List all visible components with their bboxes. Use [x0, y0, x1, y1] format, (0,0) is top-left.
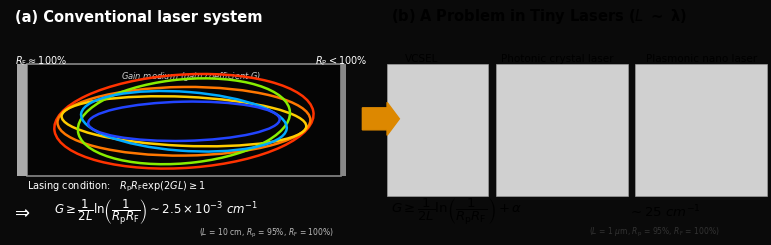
Text: VCSEL: VCSEL: [406, 54, 439, 64]
Text: (b) $\mathbf{A\ Problem\ in\ Tiny\ Lasers}$ $\mathbf{(}$$\mathit{L}$$\mathbf{\ \: (b) $\mathbf{A\ Problem\ in\ Tiny\ Laser…: [391, 7, 687, 26]
FancyArrow shape: [362, 102, 399, 135]
Text: Photonic crystal laser: Photonic crystal laser: [501, 54, 614, 64]
Text: ($L$ = 10 cm, $R_\mathrm{p}$ = 95%, $R_\mathrm{F}$ = 100%): ($L$ = 10 cm, $R_\mathrm{p}$ = 95%, $R_\…: [199, 227, 335, 240]
Bar: [17, 64, 27, 176]
Text: (a) Conventional laser system: (a) Conventional laser system: [15, 10, 263, 25]
Text: ($L$ = 1 $\mu$m, $R_\mathrm{p}$ = 95%, $R_\mathrm{F}$ = 100%): ($L$ = 1 $\mu$m, $R_\mathrm{p}$ = 95%, $…: [589, 226, 719, 239]
Text: Lasing condition:   $R_\mathrm{p}R_\mathrm{F}\exp(2GL)\geq 1$: Lasing condition: $R_\mathrm{p}R_\mathrm…: [27, 180, 206, 195]
Bar: [496, 64, 628, 196]
Text: Gain medium (gain coefficient $G$): Gain medium (gain coefficient $G$): [121, 70, 262, 83]
Text: $R_\mathrm{P} < 100\%$: $R_\mathrm{P} < 100\%$: [315, 54, 368, 68]
Text: $R_\mathrm{F} \approx 100\%$: $R_\mathrm{F} \approx 100\%$: [15, 54, 68, 68]
Bar: [27, 64, 341, 176]
Bar: [635, 64, 767, 196]
Text: $G \geq \dfrac{1}{2L}\ln\!\left(\dfrac{1}{R_\mathrm{p}R_\mathrm{F}}\right)+\alph: $G \geq \dfrac{1}{2L}\ln\!\left(\dfrac{1…: [391, 197, 523, 227]
Text: $\sim 25\ cm^{-1}$: $\sim 25\ cm^{-1}$: [628, 204, 701, 220]
Text: $\Rightarrow$: $\Rightarrow$: [12, 203, 31, 221]
Bar: [387, 64, 488, 196]
Text: Plasmonic nano laser: Plasmonic nano laser: [645, 54, 757, 64]
Bar: [341, 64, 346, 176]
Text: $G \geq \dfrac{1}{2L}\ln\!\left(\dfrac{1}{R_\mathrm{p}R_\mathrm{F}}\right)\sim 2: $G \geq \dfrac{1}{2L}\ln\!\left(\dfrac{1…: [54, 197, 258, 227]
